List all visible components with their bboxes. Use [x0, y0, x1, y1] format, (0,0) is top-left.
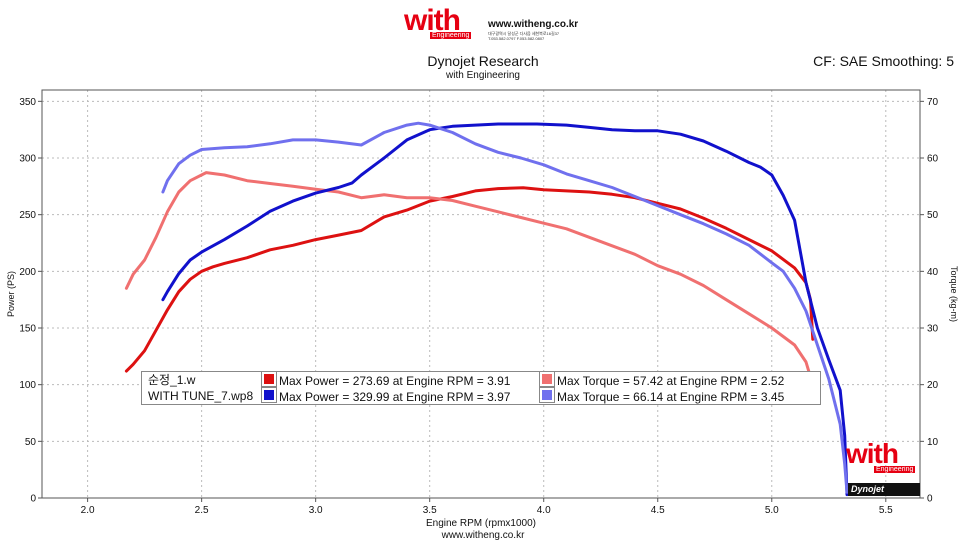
y-tick-label-left: 100 — [19, 380, 36, 391]
y-tick-label-right: 20 — [927, 380, 939, 391]
address-line-1: 대구광역시 달성군 다사읍 세천북로16길37 — [488, 31, 560, 36]
series-line — [161, 122, 849, 497]
y-tick-label-left: 50 — [25, 437, 37, 448]
x-tick-label: 2.5 — [195, 505, 209, 516]
x-tick-label: 5.5 — [879, 505, 893, 516]
dynojet-badge: Dynojet — [848, 483, 920, 496]
with-engineering-logo-bottom: with Engineering — [846, 438, 926, 476]
legend-power-text: Max Power = 273.69 at Engine RPM = 3.91 — [279, 374, 511, 388]
y-axis-label-left: Power (PS) — [6, 271, 16, 317]
y-tick-label-left: 300 — [19, 154, 36, 165]
y-axis-label-right: Torque (kg-m) — [949, 266, 959, 322]
x-tick-label: 2.0 — [81, 505, 95, 516]
grid-layer — [42, 90, 920, 498]
logo-subtext: Engineering — [874, 466, 916, 473]
legend-torque-text: Max Torque = 66.14 at Engine RPM = 3.45 — [557, 390, 785, 404]
y-tick-label-right: 30 — [927, 324, 939, 335]
y-tick-label-left: 0 — [30, 494, 36, 505]
legend-power-swatch — [262, 388, 276, 402]
correction-factor-label: CF: SAE Smoothing: 5 — [813, 53, 954, 69]
y-tick-label-left: 250 — [19, 210, 36, 221]
address-line-2: T.053.582.0797 F.053.582.0807 — [488, 36, 545, 41]
legend-torque-entry: Max Torque = 66.14 at Engine RPM = 3.45 — [540, 388, 784, 405]
x-tick-label: 4.0 — [537, 505, 551, 516]
x-tick-label: 3.5 — [423, 505, 437, 516]
legend-power-entry: Max Power = 329.99 at Engine RPM = 3.97 — [262, 388, 510, 405]
chart-subtitle: with Engineering — [446, 70, 520, 81]
legend-torque-swatch — [540, 388, 554, 402]
y-tick-label-right: 50 — [927, 210, 939, 221]
logo-wordmark: with — [404, 4, 461, 37]
y-tick-label-right: 40 — [927, 267, 939, 278]
x-tick-label: 5.0 — [765, 505, 779, 516]
logo-subtext: Engineering — [430, 32, 472, 39]
series-layer — [124, 121, 849, 497]
x-tick-label: 3.0 — [309, 505, 323, 516]
y-tick-label-right: 60 — [927, 154, 939, 165]
plot-frame — [41, 89, 921, 499]
x-tick-label: 4.5 — [651, 505, 665, 516]
legend-file-name: 순정_1.w — [148, 373, 196, 387]
y-tick-label-right: 10 — [927, 437, 939, 448]
series-line — [161, 121, 849, 494]
series-line — [124, 171, 815, 387]
legend-power-swatch — [262, 372, 276, 386]
legend-row-stock: 순정_1.w Max Power = 273.69 at Engine RPM … — [142, 372, 820, 388]
y-tick-label-right: 0 — [927, 494, 933, 505]
y-tick-label-left: 200 — [19, 267, 36, 278]
legend-torque-text: Max Torque = 57.42 at Engine RPM = 2.52 — [557, 374, 785, 388]
chart-title: Dynojet Research — [427, 53, 539, 69]
series-line — [124, 186, 815, 373]
with-engineering-logo: with Engineering — [404, 4, 484, 42]
legend-row-tune: WITH TUNE_7.wp8 Max Power = 329.99 at En… — [142, 388, 820, 404]
legend-torque-swatch — [540, 372, 554, 386]
y-tick-label-right: 70 — [927, 97, 939, 108]
legend-power-text: Max Power = 329.99 at Engine RPM = 3.97 — [279, 390, 511, 404]
logo-wordmark: with — [846, 438, 899, 469]
legend-power-entry: Max Power = 273.69 at Engine RPM = 3.91 — [262, 372, 510, 389]
footer-website: www.witheng.co.kr — [441, 530, 525, 541]
legend-box: 순정_1.w Max Power = 273.69 at Engine RPM … — [141, 371, 821, 405]
y-tick-label-left: 150 — [19, 324, 36, 335]
y-tick-label-left: 350 — [19, 97, 36, 108]
x-axis-label: Engine RPM (rpmx1000) — [426, 518, 536, 529]
tick-layer: 2.0 2.5 3.0 3.5 4.0 4.5 5.0 5.50501001502002503… — [19, 97, 938, 516]
legend-file-name: WITH TUNE_7.wp8 — [148, 389, 254, 403]
legend-torque-entry: Max Torque = 57.42 at Engine RPM = 2.52 — [540, 372, 784, 389]
header-website: www.witheng.co.kr — [488, 19, 579, 30]
header-address: 대구광역시 달성군 다사읍 세천북로16길37 T.053.582.0797 F… — [488, 31, 598, 41]
